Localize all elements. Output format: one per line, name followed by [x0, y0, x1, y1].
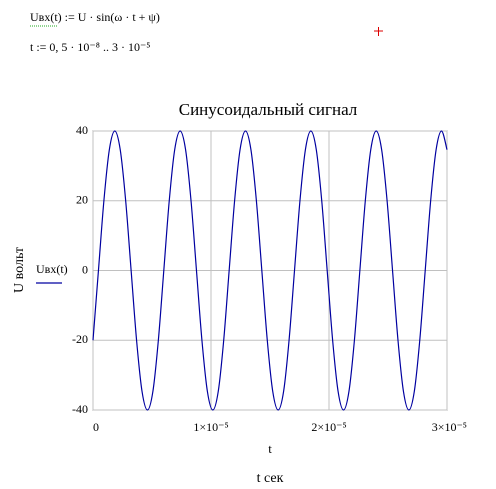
cursor-cross [374, 27, 383, 36]
formula: t := 0, 5 · 10⁻⁸ .. 3 · 10⁻⁵ [30, 40, 150, 54]
legend-label: Uвх(t) [36, 262, 68, 276]
x-tick-label: 1×10⁻⁵ [193, 420, 228, 434]
y-tick-label: 20 [76, 193, 88, 207]
y-tick-label: 40 [76, 123, 88, 137]
y-tick-label: -20 [72, 332, 88, 346]
series-line [92, 130, 448, 411]
x-axis-label: t сек [257, 471, 284, 486]
chart-title: Синусоидальный сигнал [179, 100, 358, 119]
x-tick-label: 3×10⁻⁵ [432, 420, 467, 434]
x-tick-label: 0 [93, 420, 99, 434]
x-tick-label: 2×10⁻⁵ [311, 420, 346, 434]
formula: Uвх(t) := U · sin(ω · t + ψ) [30, 10, 160, 24]
x-variable: t [268, 441, 272, 456]
y-axis-label: U вольт [12, 247, 27, 293]
y-tick-label: 0 [82, 262, 88, 276]
y-tick-label: -40 [72, 402, 88, 416]
